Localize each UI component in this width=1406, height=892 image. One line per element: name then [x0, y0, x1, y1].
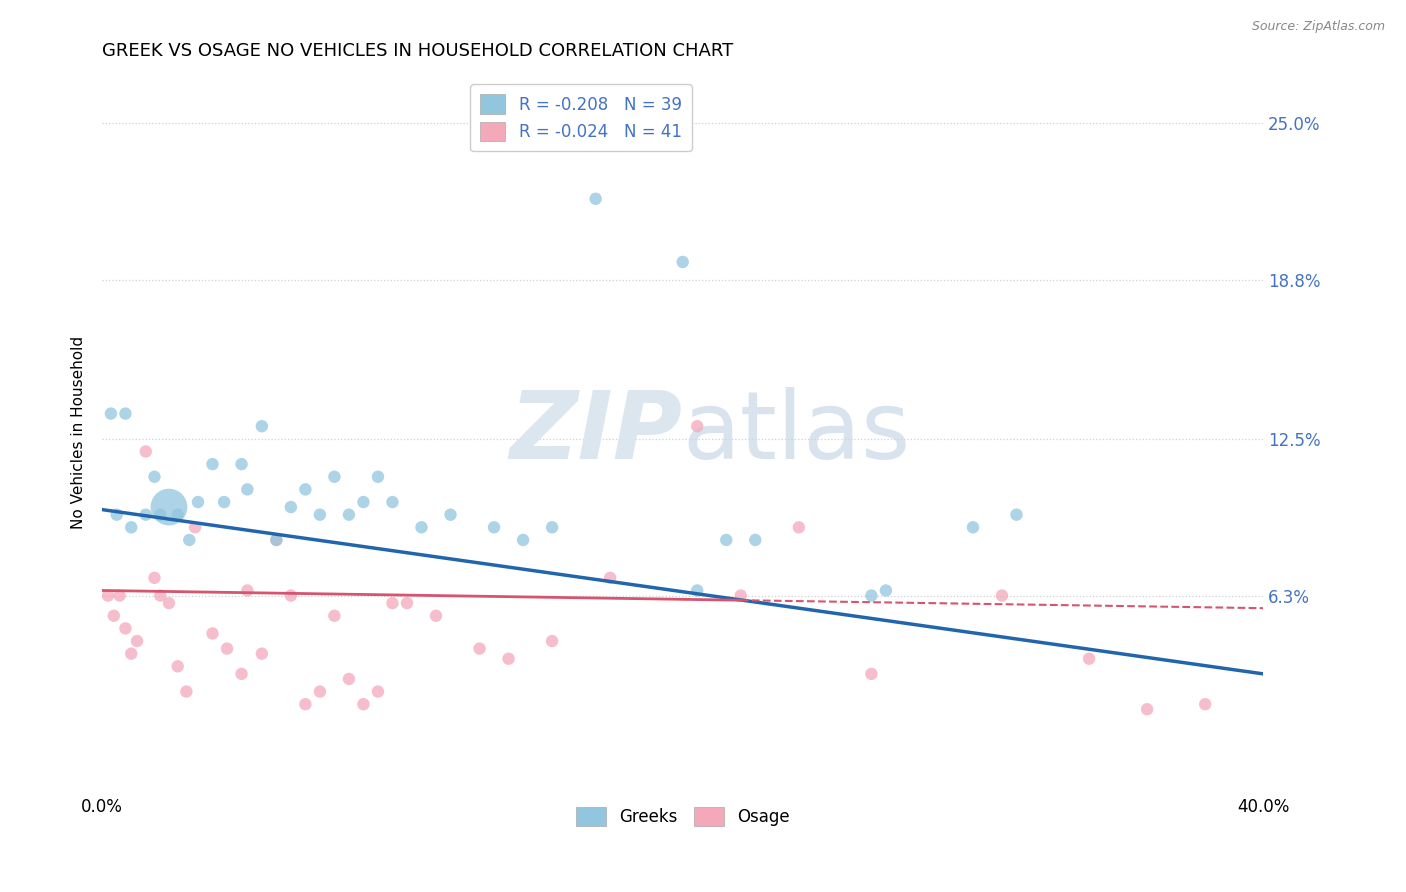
Point: [149, 508, 172, 522]
Point: [176, 684, 198, 698]
Point: [231, 666, 253, 681]
Point: [585, 192, 607, 206]
Point: [787, 520, 810, 534]
Point: [599, 571, 621, 585]
Point: [672, 255, 695, 269]
Point: [686, 583, 709, 598]
Point: [236, 583, 259, 598]
Point: [411, 520, 433, 534]
Point: [201, 626, 224, 640]
Point: [120, 647, 142, 661]
Point: [730, 589, 752, 603]
Point: [1194, 697, 1216, 711]
Point: [97, 589, 120, 603]
Y-axis label: No Vehicles in Household: No Vehicles in Household: [72, 336, 86, 529]
Text: Source: ZipAtlas.com: Source: ZipAtlas.com: [1251, 20, 1385, 33]
Point: [294, 483, 316, 497]
Point: [860, 666, 883, 681]
Point: [991, 589, 1014, 603]
Point: [482, 520, 505, 534]
Point: [187, 495, 209, 509]
Point: [143, 571, 166, 585]
Point: [395, 596, 418, 610]
Point: [157, 596, 180, 610]
Point: [962, 520, 984, 534]
Point: [135, 508, 157, 522]
Point: [236, 483, 259, 497]
Point: [250, 647, 273, 661]
Point: [309, 684, 332, 698]
Point: [184, 520, 207, 534]
Point: [294, 697, 316, 711]
Point: [250, 419, 273, 434]
Point: [166, 659, 188, 673]
Point: [1078, 651, 1101, 665]
Point: [103, 608, 125, 623]
Point: [280, 500, 302, 514]
Point: [1005, 508, 1028, 522]
Point: [367, 684, 389, 698]
Point: [280, 589, 302, 603]
Point: [135, 444, 157, 458]
Point: [215, 641, 238, 656]
Point: [498, 651, 520, 665]
Point: [179, 533, 201, 547]
Point: [337, 672, 360, 686]
Point: [352, 697, 374, 711]
Point: [105, 508, 128, 522]
Point: [716, 533, 738, 547]
Point: [381, 495, 404, 509]
Point: [309, 508, 332, 522]
Point: [352, 495, 374, 509]
Point: [468, 641, 491, 656]
Point: [114, 407, 136, 421]
Text: atlas: atlas: [683, 386, 911, 478]
Point: [367, 469, 389, 483]
Point: [149, 589, 172, 603]
Point: [125, 634, 148, 648]
Point: [108, 589, 131, 603]
Point: [1136, 702, 1159, 716]
Point: [100, 407, 122, 421]
Point: [166, 508, 188, 522]
Point: [120, 520, 142, 534]
Point: [231, 457, 253, 471]
Legend: Greeks, Osage: Greeks, Osage: [567, 799, 799, 835]
Point: [266, 533, 288, 547]
Point: [439, 508, 461, 522]
Point: [266, 533, 288, 547]
Point: [860, 589, 883, 603]
Text: ZIP: ZIP: [510, 386, 683, 478]
Point: [157, 500, 180, 514]
Point: [114, 621, 136, 635]
Text: GREEK VS OSAGE NO VEHICLES IN HOUSEHOLD CORRELATION CHART: GREEK VS OSAGE NO VEHICLES IN HOUSEHOLD …: [103, 42, 734, 60]
Point: [212, 495, 235, 509]
Point: [381, 596, 404, 610]
Point: [201, 457, 224, 471]
Point: [512, 533, 534, 547]
Point: [686, 419, 709, 434]
Point: [744, 533, 766, 547]
Point: [323, 469, 346, 483]
Point: [541, 634, 564, 648]
Point: [323, 608, 346, 623]
Point: [541, 520, 564, 534]
Point: [143, 469, 166, 483]
Point: [337, 508, 360, 522]
Point: [875, 583, 897, 598]
Point: [425, 608, 447, 623]
